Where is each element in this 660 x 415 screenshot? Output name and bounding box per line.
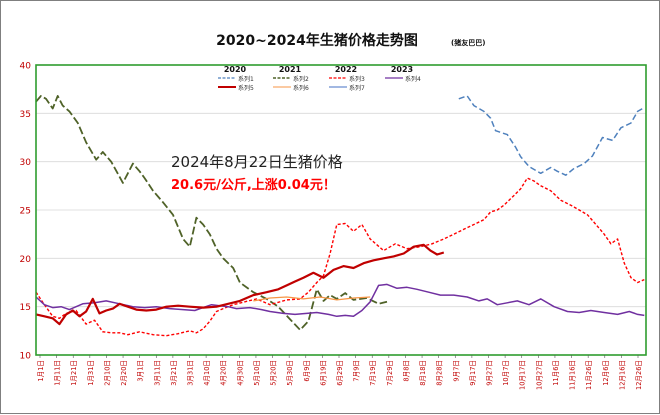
y-tick-label: 40 — [20, 62, 32, 72]
x-tick-label: 10月17日 — [519, 360, 527, 390]
x-tick-label: 1月1日 — [37, 360, 45, 382]
series-line-系列4 — [35, 283, 645, 318]
x-tick-label: 10月27日 — [535, 360, 543, 390]
legend-label: 系列3 — [349, 75, 365, 83]
y-tick-label: 30 — [20, 158, 32, 168]
x-tick-label: 1月11日 — [54, 360, 62, 386]
legend-label: 系列4 — [405, 75, 421, 83]
legend-label: 系列1 — [238, 75, 254, 83]
y-tick-label: 35 — [20, 110, 31, 120]
x-tick-label: 6月29日 — [336, 360, 344, 386]
legend-label: 系列5 — [238, 84, 254, 92]
x-tick-label: 9月7日 — [452, 360, 460, 382]
x-tick-label: 1月31日 — [87, 360, 95, 386]
x-tick-label: 1月21日 — [70, 360, 78, 386]
legend-label: 系列6 — [293, 84, 309, 92]
y-axis: 10 15 20 25 30 35 40 — [20, 62, 32, 362]
x-tick-label: 7月19日 — [369, 360, 377, 386]
x-tick-label: 2月10日 — [103, 360, 111, 386]
x-tick-label: 8月28日 — [436, 360, 444, 386]
x-tick-label: 6月9日 — [303, 360, 311, 382]
series-line-系列6 — [253, 296, 371, 302]
x-tick-label: 9月17日 — [469, 360, 477, 386]
x-tick-label: 4月30日 — [236, 360, 244, 386]
series-line-系列2 — [35, 95, 388, 331]
legend-label: 系列2 — [293, 75, 309, 83]
legend: 2020 2021 2022 2023 系列1 系列2 系列3 系列4 系列5 系列6 系列7 — [218, 65, 421, 92]
x-tick-label: 12月26日 — [635, 360, 643, 390]
x-axis: 1月1日 1月11日 1月21日 1月31日 2月10日 2月20日 3月1日 3月11日 3月… — [37, 355, 643, 390]
x-tick-label: 6月19日 — [319, 360, 327, 386]
series-line-系列1 — [458, 95, 645, 176]
chart-title-note: (猪友巴巴) — [451, 38, 485, 47]
x-tick-label: 3月31日 — [187, 360, 195, 386]
x-tick-label: 3月1日 — [137, 360, 145, 382]
y-tick-label: 10 — [20, 352, 32, 362]
plot-border — [35, 64, 647, 356]
legend-label: 系列7 — [349, 84, 365, 92]
x-tick-label: 8月8日 — [402, 360, 410, 382]
x-tick-label: 4月10日 — [203, 360, 211, 386]
annotation-line1: 2024年8月22日生猪价格 — [171, 153, 343, 171]
x-tick-label: 8月18日 — [419, 360, 427, 386]
x-tick-label: 7月9日 — [353, 360, 361, 382]
y-tick-label: 25 — [20, 207, 31, 217]
legend-year: 2022 — [335, 65, 357, 74]
x-tick-label: 9月27日 — [486, 360, 494, 386]
series-layer — [35, 95, 645, 337]
x-tick-label: 5月10日 — [253, 360, 261, 386]
legend-year: 2020 — [224, 65, 247, 74]
y-tick-label: 20 — [20, 255, 32, 265]
series-line-系列3 — [35, 177, 645, 337]
legend-year: 2023 — [391, 65, 413, 74]
x-tick-label: 10月7日 — [502, 360, 510, 386]
y-tick-label: 15 — [20, 303, 31, 313]
series-line-系列5 — [35, 243, 445, 326]
x-tick-label: 5月30日 — [286, 360, 294, 386]
grid-layer — [36, 64, 646, 356]
x-tick-label: 11月6日 — [552, 360, 560, 386]
legend-year: 2021 — [279, 65, 302, 74]
x-tick-label: 2月20日 — [120, 360, 128, 386]
x-tick-label: 11月26日 — [585, 360, 593, 390]
x-tick-label: 12月6日 — [602, 360, 610, 386]
x-tick-label: 11月16日 — [569, 360, 577, 390]
x-tick-label: 7月29日 — [386, 360, 394, 386]
chart-title: 2020~2024年生猪价格走势图 — [216, 32, 418, 49]
x-tick-label: 3月11日 — [153, 360, 161, 386]
annotation-line2: 20.6元/公斤,上涨0.04元！ — [171, 177, 336, 193]
x-tick-label: 12月16日 — [618, 360, 626, 390]
x-tick-label: 4月20日 — [220, 360, 228, 386]
x-tick-label: 5月20日 — [270, 360, 278, 386]
x-tick-label: 3月21日 — [170, 360, 178, 386]
